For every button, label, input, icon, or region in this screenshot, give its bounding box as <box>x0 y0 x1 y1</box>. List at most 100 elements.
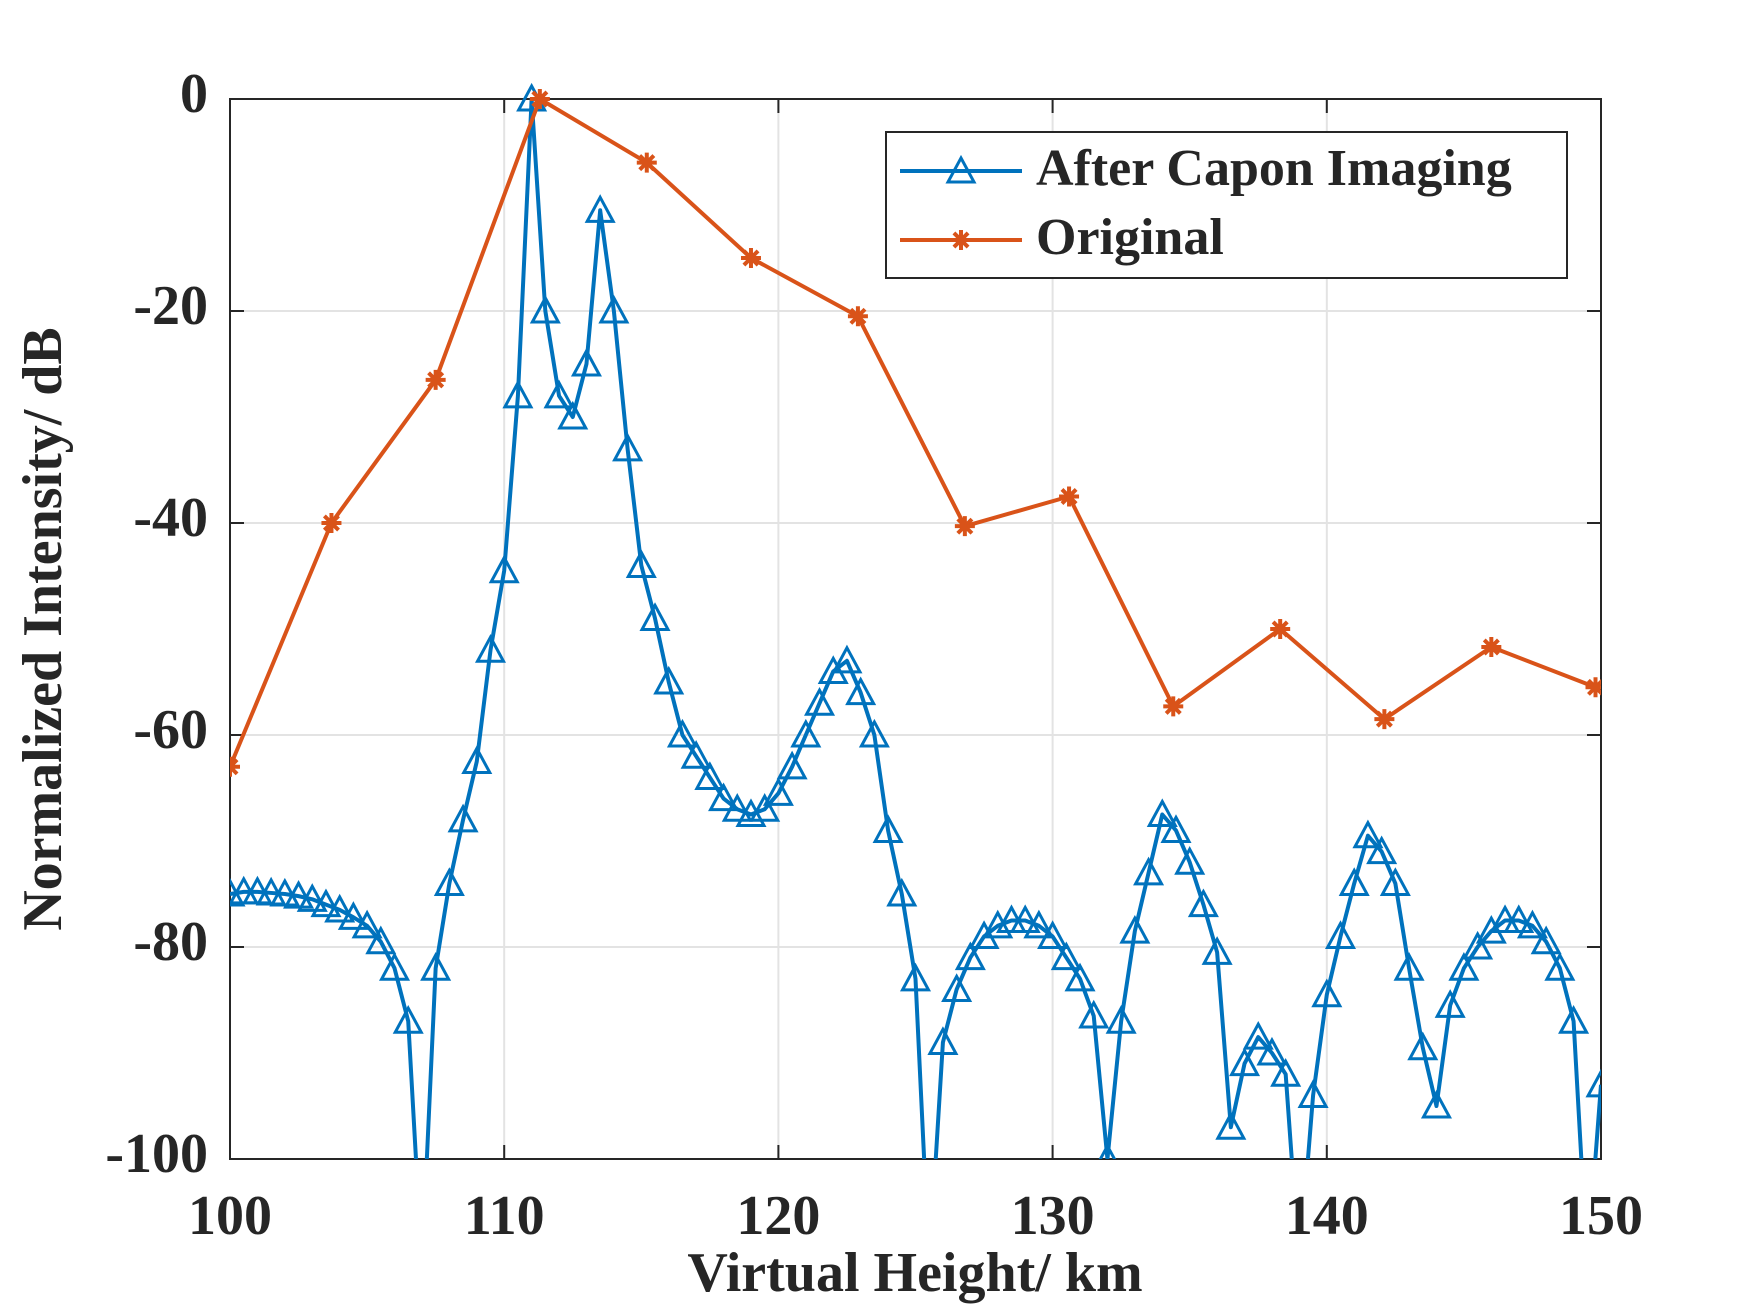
marker <box>283 879 315 909</box>
marker <box>1050 941 1082 971</box>
marker <box>954 941 986 971</box>
marker <box>296 883 328 912</box>
marker <box>762 777 794 806</box>
y-axis-label: Normalized Intensity/ dB <box>12 327 74 931</box>
marker <box>420 952 452 981</box>
marker <box>321 513 342 533</box>
marker <box>1146 798 1178 828</box>
legend: After Capon Imaging Original <box>885 131 1568 279</box>
marker <box>1352 819 1384 849</box>
marker <box>735 798 767 828</box>
marker <box>447 803 479 833</box>
marker <box>831 644 863 674</box>
marker <box>1119 914 1151 944</box>
marker <box>474 634 507 663</box>
marker <box>379 952 411 981</box>
marker <box>680 740 712 769</box>
marker <box>749 793 781 822</box>
marker <box>653 665 685 695</box>
marker <box>1585 677 1601 698</box>
marker <box>790 718 822 748</box>
marker <box>858 718 890 748</box>
marker <box>1286 1252 1312 1276</box>
marker <box>1338 867 1370 896</box>
marker <box>1530 925 1562 955</box>
marker <box>1434 989 1466 1018</box>
marker <box>1585 1068 1601 1098</box>
marker <box>230 756 240 777</box>
x-tick-label: 110 <box>464 1185 545 1247</box>
marker <box>804 687 836 716</box>
marker <box>1574 1252 1600 1276</box>
marker <box>529 89 550 109</box>
marker <box>502 379 534 409</box>
marker <box>269 877 301 907</box>
marker <box>1270 1058 1302 1087</box>
series-line <box>230 97 1601 1159</box>
marker <box>872 814 904 843</box>
marker <box>1393 952 1425 981</box>
marker <box>721 793 753 822</box>
marker <box>1201 936 1233 965</box>
marker <box>409 1252 435 1276</box>
x-tick-label: 100 <box>188 1185 272 1247</box>
legend-label: After Capon Imaging <box>1036 140 1512 197</box>
y-tick-label: -20 <box>133 275 208 337</box>
marker <box>845 676 877 706</box>
marker <box>433 867 465 896</box>
marker <box>1374 709 1395 730</box>
marker <box>708 782 740 812</box>
legend-marker <box>951 230 971 250</box>
marker <box>488 554 520 584</box>
legend-label: Original <box>1036 209 1224 266</box>
marker <box>941 973 973 1002</box>
marker <box>1256 1036 1288 1066</box>
marker <box>1516 909 1548 939</box>
marker <box>954 516 975 537</box>
marker <box>1174 846 1206 875</box>
marker <box>1558 1005 1590 1034</box>
plot-area <box>230 82 1601 1276</box>
y-tick-label: 0 <box>180 63 208 125</box>
marker <box>337 901 369 930</box>
marker <box>639 602 671 631</box>
marker <box>365 925 397 955</box>
series-line <box>230 97 1597 768</box>
marker <box>1420 1089 1452 1119</box>
marker <box>612 432 644 462</box>
marker <box>1037 920 1069 949</box>
marker <box>1187 888 1219 918</box>
marker <box>557 400 589 430</box>
x-axis-label: Virtual Height/ km <box>687 1242 1142 1304</box>
marker <box>351 909 383 939</box>
marker <box>899 962 932 992</box>
marker <box>666 718 698 748</box>
marker <box>1311 978 1343 1008</box>
y-tick-label: -80 <box>133 911 208 973</box>
marker <box>1462 930 1494 960</box>
marker <box>886 877 918 907</box>
marker <box>324 893 356 923</box>
marker <box>529 294 561 324</box>
marker <box>392 1005 424 1034</box>
marker <box>570 347 602 377</box>
marker <box>1009 904 1041 934</box>
marker <box>1078 999 1110 1029</box>
marker <box>694 761 726 790</box>
marker <box>1098 1142 1117 1159</box>
marker <box>1544 952 1576 981</box>
marker <box>1064 962 1096 992</box>
marker <box>1242 1020 1274 1050</box>
x-tick-label: 130 <box>1011 1185 1095 1247</box>
marker <box>1160 814 1192 843</box>
marker <box>543 379 575 409</box>
x-tick-label: 140 <box>1285 1185 1369 1247</box>
marker <box>310 888 342 918</box>
marker <box>461 745 493 775</box>
marker <box>1481 637 1502 658</box>
x-tick-label: 150 <box>1559 1185 1643 1247</box>
marker <box>425 369 446 390</box>
marker <box>1133 856 1165 886</box>
marker <box>1324 920 1357 949</box>
